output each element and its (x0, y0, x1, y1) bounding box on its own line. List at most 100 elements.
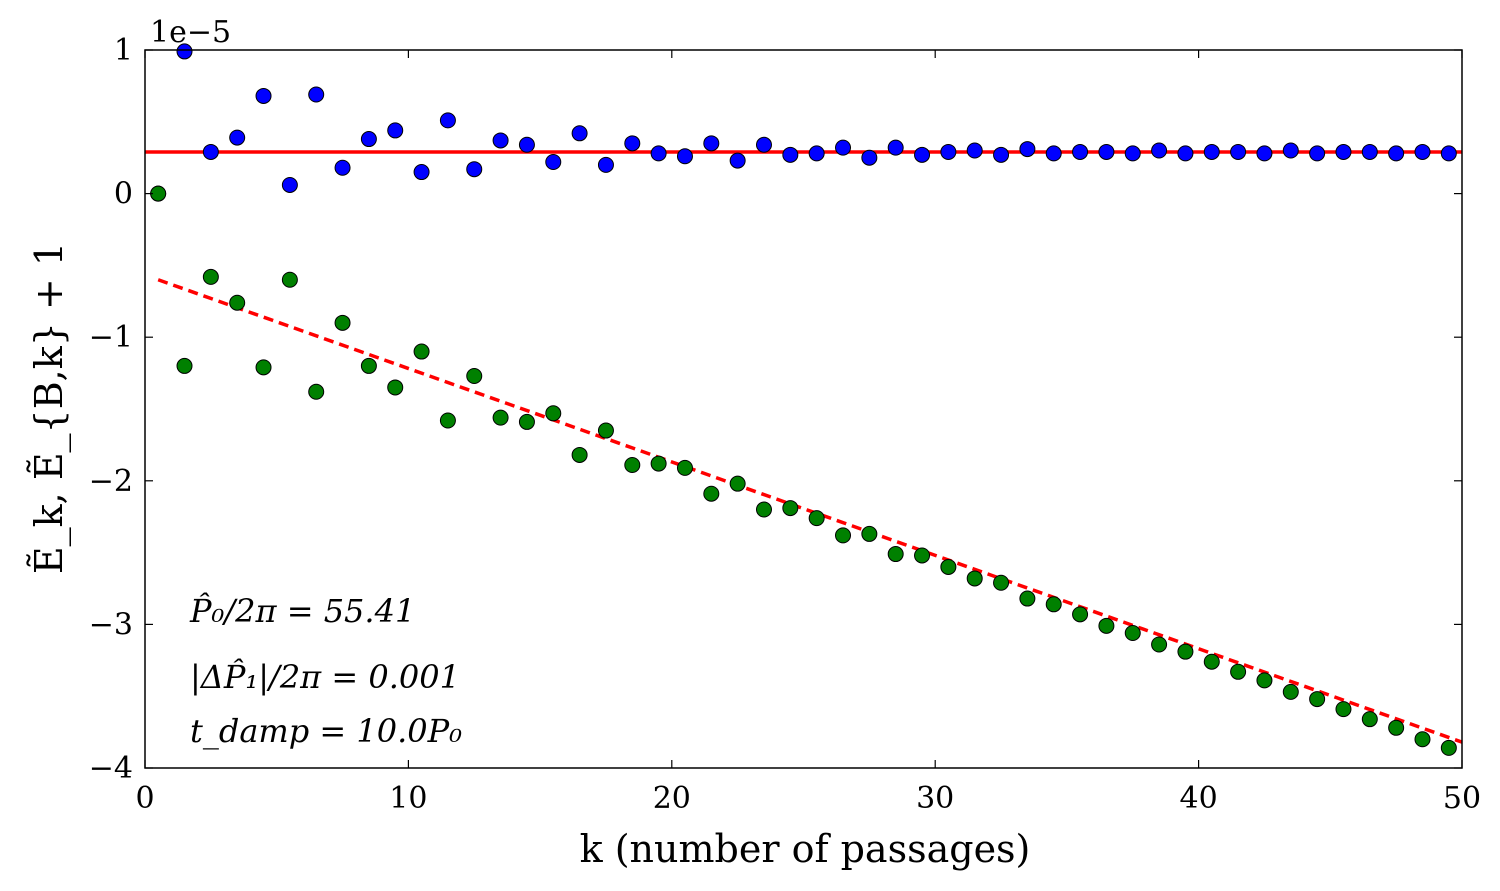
annotation-delta-p1: |ΔP̂₁|/2π = 0.001 (190, 658, 460, 696)
point-e-k (255, 87, 272, 104)
point-e-k (755, 136, 772, 153)
point-e-k (782, 146, 799, 163)
point-e-b-k (993, 574, 1010, 591)
point-e-k (1309, 145, 1326, 162)
point-e-b-k (782, 500, 799, 517)
point-e-k (1151, 142, 1168, 159)
point-e-k (1072, 143, 1089, 160)
point-e-k (993, 146, 1010, 163)
point-e-k (492, 132, 509, 149)
point-e-b-k (1440, 739, 1457, 756)
point-e-b-k (571, 446, 588, 463)
point-e-k (1203, 143, 1220, 160)
point-e-b-k (255, 359, 272, 376)
point-e-k (308, 86, 325, 103)
point-e-k (176, 43, 193, 60)
point-e-b-k (334, 314, 351, 331)
point-e-b-k (940, 558, 957, 575)
point-e-b-k (914, 547, 931, 564)
point-e-k (597, 156, 614, 173)
point-e-k (1282, 142, 1299, 159)
point-e-k (729, 152, 746, 169)
point-e-k (1388, 145, 1405, 162)
point-e-b-k (1045, 596, 1062, 613)
point-e-b-k (887, 546, 904, 563)
point-e-k (914, 146, 931, 163)
point-e-b-k (492, 409, 509, 426)
point-e-k (861, 149, 878, 166)
point-e-k (703, 135, 720, 152)
point-e-k (1124, 145, 1141, 162)
point-e-k (676, 148, 693, 165)
point-e-b-k (808, 510, 825, 527)
point-e-b-k (466, 367, 483, 384)
point-e-k (466, 161, 483, 178)
x-tick-label: 20 (653, 781, 691, 816)
point-e-b-k (755, 501, 772, 518)
point-e-k (360, 131, 377, 148)
point-e-b-k (518, 413, 535, 430)
point-e-k (229, 129, 246, 146)
point-e-k (387, 122, 404, 139)
point-e-k (1256, 145, 1273, 162)
point-e-k (887, 139, 904, 156)
y-tick-label: 0 (114, 177, 133, 212)
point-e-b-k (1177, 643, 1194, 660)
y-axis-label: Ẽ_k, Ẽ_{B,k} + 1 (27, 242, 72, 574)
point-e-b-k (281, 271, 298, 288)
point-e-b-k (202, 268, 219, 285)
point-e-b-k (387, 379, 404, 396)
y-tick-label: −2 (89, 464, 133, 499)
point-e-b-k (413, 343, 430, 360)
point-e-b-k (597, 422, 614, 439)
point-e-k (518, 136, 535, 153)
point-e-b-k (1335, 701, 1352, 718)
x-tick-label: 0 (135, 781, 154, 816)
annotation-p0: P̂₀/2π = 55.41 (189, 592, 415, 630)
y-scale-note: 1e−5 (150, 15, 231, 50)
x-tick-label: 10 (389, 781, 427, 816)
point-e-b-k (439, 412, 456, 429)
point-e-b-k (176, 357, 193, 374)
y-tick-label: −3 (89, 607, 133, 642)
point-e-k (281, 176, 298, 193)
y-tick-label: −1 (89, 320, 133, 355)
point-e-k (1045, 145, 1062, 162)
point-e-k (202, 143, 219, 160)
point-e-k (835, 139, 852, 156)
point-e-k (966, 142, 983, 159)
point-e-b-k (545, 405, 562, 422)
point-e-b-k (624, 457, 641, 474)
annotation-tdamp: t_damp = 10.0P₀ (190, 712, 462, 750)
point-e-b-k (1019, 590, 1036, 607)
point-e-k (1361, 143, 1378, 160)
point-e-b-k (360, 357, 377, 374)
point-e-b-k (1124, 625, 1141, 642)
point-e-b-k (1414, 731, 1431, 748)
point-e-b-k (1203, 653, 1220, 670)
x-tick-label: 40 (1180, 781, 1218, 816)
point-e-k (413, 164, 430, 181)
point-e-b-k (861, 525, 878, 542)
point-e-k (545, 154, 562, 171)
axis-ticks (144, 49, 1463, 769)
point-e-k (808, 145, 825, 162)
x-tick-label: 30 (916, 781, 954, 816)
point-e-k (439, 112, 456, 129)
y-tick-label: 1 (114, 33, 133, 68)
point-e-b-k (1072, 606, 1089, 623)
point-e-b-k (650, 455, 667, 472)
point-e-k (624, 135, 641, 152)
point-e-k (334, 159, 351, 176)
tick-labels: 0 10 20 30 40 50 −4 −3 −2 −1 0 1 (89, 33, 1481, 816)
point-e-b-k (229, 294, 246, 311)
point-e-k (1177, 145, 1194, 162)
data-points (150, 43, 1457, 756)
point-e-k (1440, 145, 1457, 162)
point-e-b-k (676, 459, 693, 476)
y-tick-label: −4 (89, 751, 133, 786)
point-e-b-k (1388, 719, 1405, 736)
point-e-b-k (1309, 691, 1326, 708)
point-e-k (1414, 143, 1431, 160)
x-axis-label: k (number of passages) (580, 827, 1031, 871)
